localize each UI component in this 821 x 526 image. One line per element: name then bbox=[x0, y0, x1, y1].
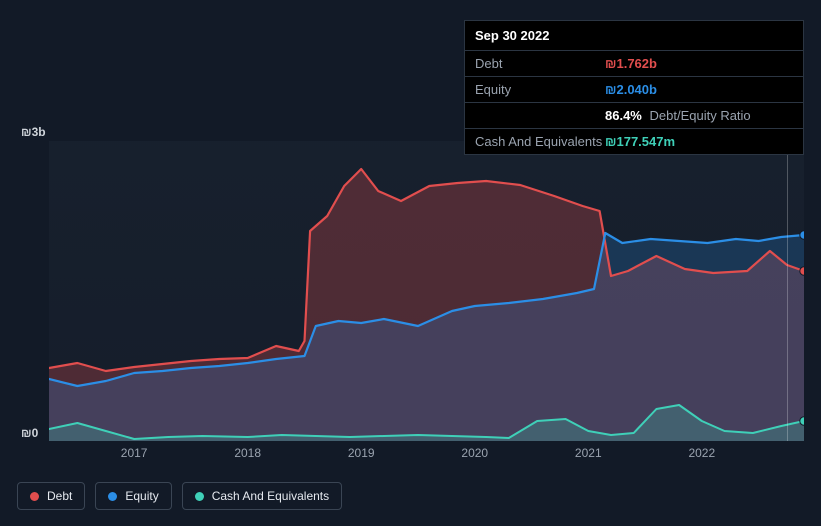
x-axis-tick-label: 2021 bbox=[575, 446, 602, 460]
tooltip-row-ratio: 86.4% Debt/Equity Ratio bbox=[465, 103, 803, 129]
tooltip-label: Debt bbox=[475, 56, 605, 71]
tooltip-value: ₪2.040b bbox=[605, 82, 657, 97]
tooltip-label: Equity bbox=[475, 82, 605, 97]
x-axis-labels: 2017 2018 2019 2020 2021 2022 bbox=[49, 446, 804, 464]
tooltip-row-equity: Equity ₪2.040b bbox=[465, 77, 803, 103]
tooltip-value: ₪177.547m bbox=[605, 134, 675, 149]
legend-item-debt[interactable]: Debt bbox=[17, 482, 85, 510]
legend-item-cash[interactable]: Cash And Equivalents bbox=[182, 482, 342, 510]
chart-tooltip: Sep 30 2022 Debt ₪1.762b Equity ₪2.040b … bbox=[464, 20, 804, 155]
tooltip-suffix: Debt/Equity Ratio bbox=[650, 108, 751, 123]
tooltip-label bbox=[475, 108, 605, 123]
legend-label: Debt bbox=[47, 489, 72, 503]
legend-dot-icon bbox=[108, 492, 117, 501]
tooltip-label: Cash And Equivalents bbox=[475, 134, 605, 149]
tooltip-date: Sep 30 2022 bbox=[465, 21, 803, 51]
chart-plot[interactable] bbox=[49, 141, 804, 441]
chart-area[interactable]: ₪3b ₪0 2017 2018 2019 2020 2021 2022 bbox=[17, 125, 804, 470]
legend-label: Equity bbox=[125, 489, 158, 503]
legend-dot-icon bbox=[195, 492, 204, 501]
tooltip-row-debt: Debt ₪1.762b bbox=[465, 51, 803, 77]
tooltip-value: 86.4% bbox=[605, 108, 642, 123]
x-axis-tick-label: 2018 bbox=[234, 446, 261, 460]
legend-item-equity[interactable]: Equity bbox=[95, 482, 171, 510]
x-axis-tick-label: 2022 bbox=[688, 446, 715, 460]
x-axis-tick-label: 2017 bbox=[121, 446, 148, 460]
legend-dot-icon bbox=[30, 492, 39, 501]
y-axis-top-label: ₪3b bbox=[21, 125, 46, 139]
x-axis-tick-label: 2020 bbox=[461, 446, 488, 460]
chart-legend: Debt Equity Cash And Equivalents bbox=[17, 482, 342, 510]
chart-cursor-line bbox=[787, 141, 788, 441]
y-axis-bottom-label: ₪0 bbox=[21, 426, 38, 440]
tooltip-value: ₪1.762b bbox=[605, 56, 657, 71]
tooltip-row-cash: Cash And Equivalents ₪177.547m bbox=[465, 129, 803, 154]
legend-label: Cash And Equivalents bbox=[212, 489, 329, 503]
x-axis-tick-label: 2019 bbox=[348, 446, 375, 460]
